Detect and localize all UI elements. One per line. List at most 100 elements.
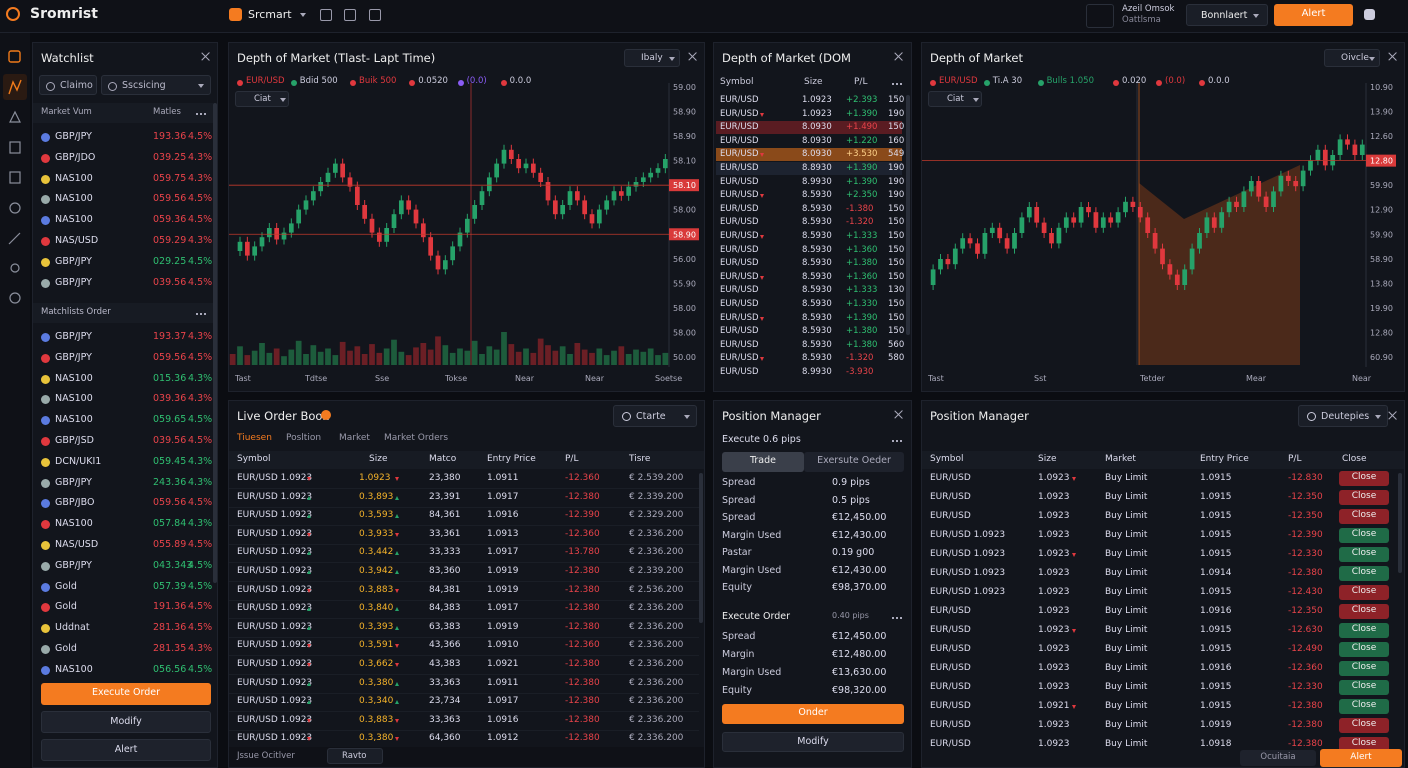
field-value: €13,630.00 — [832, 667, 887, 678]
search-icon — [622, 412, 631, 421]
close-button[interactable]: Close — [1339, 528, 1389, 543]
volume-bar — [559, 346, 566, 365]
tab[interactable]: Posltion — [286, 433, 322, 443]
chart-tool[interactable]: Ciat — [235, 91, 289, 107]
symbol: EUR/USD — [720, 176, 759, 187]
candle-body — [582, 200, 588, 215]
close-icon[interactable] — [1388, 411, 1397, 420]
action-button[interactable]: Modify — [41, 711, 211, 733]
close-button[interactable]: Close — [1339, 566, 1389, 581]
watchlist-panel: Watchlist Claimo Sscsicing Market Vum Matles… — [32, 42, 218, 768]
tab[interactable]: Trade — [722, 452, 804, 472]
symbol: EUR/USD 1.0923 — [930, 530, 1006, 540]
candle — [1211, 212, 1217, 233]
tab[interactable]: Tiuesen — [237, 433, 272, 443]
candle-body — [1108, 217, 1114, 223]
close-button[interactable]: Close — [1339, 623, 1389, 638]
symbol: GBP/JPY — [55, 276, 92, 288]
close-button[interactable]: Close — [1339, 699, 1389, 714]
chart-control[interactable]: Ibaly — [624, 49, 680, 67]
close-button[interactable]: Close — [1339, 737, 1389, 752]
toolbar-icon[interactable] — [344, 9, 356, 21]
filter[interactable]: Claimo — [39, 75, 97, 95]
action-button[interactable]: Alert — [41, 739, 211, 761]
volume-bar — [288, 349, 295, 365]
tab[interactable]: Exersute Oeder — [804, 452, 904, 472]
toolbar-icon[interactable] — [320, 9, 332, 21]
change: 4.3% — [188, 151, 213, 163]
size: 8.5930 — [802, 271, 832, 282]
symbol: EUR/USD 1.0923 — [237, 659, 313, 669]
close-button[interactable]: Close — [1339, 471, 1389, 486]
tab[interactable]: Market — [339, 433, 370, 443]
price: 059.29 — [153, 235, 187, 246]
candle-body — [1211, 217, 1217, 228]
candle — [604, 195, 610, 215]
caret — [1369, 57, 1375, 61]
price: 059.56 — [153, 497, 187, 509]
market: 63,383 — [429, 621, 461, 632]
candle — [1019, 212, 1025, 238]
volume-bar — [273, 348, 280, 365]
action-button[interactable]: Execute Order — [41, 683, 211, 705]
close-button[interactable]: Close — [1339, 718, 1389, 733]
footer-button[interactable]: Ravto — [327, 748, 383, 764]
change: 4.5% — [188, 131, 213, 142]
close-button[interactable]: Close — [1339, 661, 1389, 676]
close-button[interactable]: Close — [1339, 604, 1389, 619]
close-button[interactable]: Close — [1339, 585, 1389, 600]
account-select[interactable]: Bonnlaert — [1186, 4, 1268, 26]
time: € 2.336.200 — [629, 603, 684, 614]
order-button[interactable]: Onder — [722, 704, 904, 724]
workspace[interactable]: Srcmart — [248, 8, 292, 21]
legend-dot — [409, 80, 416, 86]
tab[interactable]: Market Orders — [384, 433, 449, 443]
close-icon[interactable] — [201, 52, 210, 61]
scrollbar — [213, 103, 217, 583]
legend-dot — [350, 80, 356, 86]
modify-button[interactable]: Modify — [722, 732, 904, 752]
close-button[interactable]: Close — [1339, 680, 1389, 695]
price: 191.36 — [153, 601, 187, 613]
control-label: Deutepies — [1321, 411, 1370, 422]
close-button[interactable]: Close — [1339, 490, 1389, 505]
pl: +1.390 — [846, 108, 878, 119]
volume-bar — [310, 345, 317, 365]
symbol: EUR/USD 1.0923 — [237, 621, 313, 632]
alert-button[interactable]: Alert — [1320, 749, 1402, 767]
close-button[interactable]: Close — [1339, 547, 1389, 562]
filter[interactable]: Sscsicing — [101, 75, 211, 95]
settings-icon[interactable] — [1364, 9, 1375, 20]
price: 039.56 — [153, 435, 187, 446]
chart-control[interactable]: Oivcle — [1324, 49, 1380, 67]
y-tick-label: 58.90 — [673, 230, 696, 239]
symbol: EUR/USD — [720, 244, 759, 255]
symbol-icon — [41, 603, 50, 613]
close-button[interactable]: Close — [1339, 642, 1389, 657]
candle — [420, 218, 426, 243]
volume-bar — [523, 348, 529, 365]
search-select[interactable]: Ctarte — [613, 405, 697, 427]
toolbar-icon[interactable] — [369, 9, 381, 21]
chart-tool[interactable]: Ciat — [928, 91, 982, 107]
row-divider — [229, 729, 699, 731]
x-tick-label: Soetse — [655, 374, 682, 383]
footer-button[interactable]: Ocuitaia — [1240, 750, 1316, 766]
alert-button[interactable]: Alert — [1274, 4, 1353, 26]
candle — [1241, 186, 1247, 212]
y-tick-label: 58.10 — [673, 157, 696, 166]
close-icon[interactable] — [894, 410, 903, 419]
workspace-icon[interactable] — [229, 8, 242, 21]
close-icon[interactable] — [894, 52, 903, 61]
size: 8.5930 — [802, 244, 832, 255]
panel-title: Watchlist — [41, 51, 94, 65]
bell-icon[interactable] — [1086, 4, 1114, 28]
pl: -1.320 — [846, 217, 874, 228]
search-select[interactable]: Deutepies — [1298, 405, 1388, 427]
search-icon — [1307, 412, 1316, 421]
candle-body — [648, 172, 654, 178]
symbol: EUR/USD 1.0923 — [930, 568, 1006, 578]
arrow-down — [395, 588, 399, 593]
close-button[interactable]: Close — [1339, 509, 1389, 524]
legend-dot — [1037, 80, 1044, 86]
